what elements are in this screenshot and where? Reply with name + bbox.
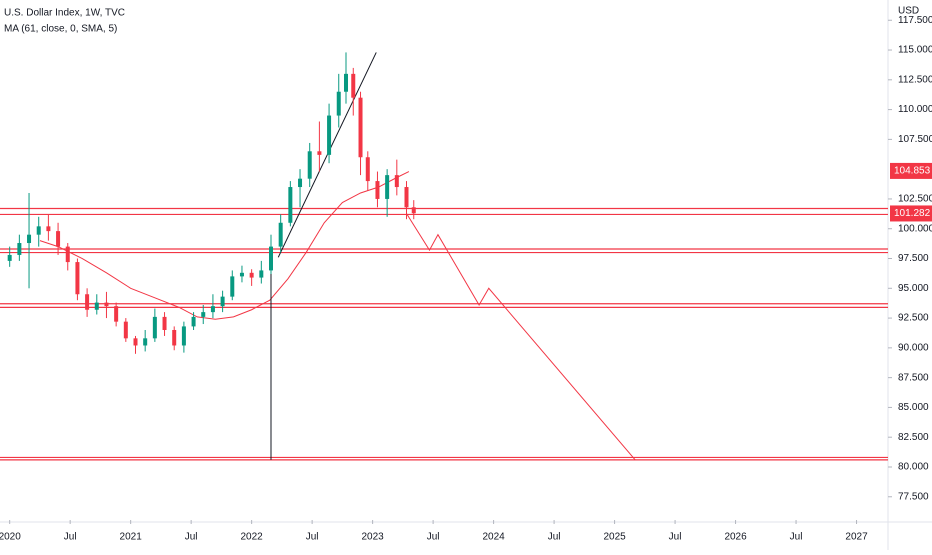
candle-body — [351, 73, 356, 98]
indicator-label: MA (61, close, 0, SMA, 5) — [4, 24, 117, 35]
candle-body — [365, 157, 370, 182]
candle-body — [307, 151, 312, 179]
candle-body — [201, 312, 206, 317]
x-tick-label: 2027 — [845, 532, 868, 543]
y-tick-label: 100.000 — [898, 223, 932, 234]
candle-body — [152, 316, 157, 339]
x-tick-label: Jul — [669, 532, 682, 543]
candle-body — [143, 338, 148, 346]
y-tick-label: 80.000 — [898, 462, 929, 473]
candle-body — [259, 270, 264, 278]
candle-body — [230, 276, 235, 297]
candle-body — [17, 243, 22, 255]
candle-body — [123, 321, 128, 339]
candle-body — [210, 306, 215, 313]
x-tick-label: 2020 — [0, 532, 21, 543]
price-label: 101.282 — [894, 208, 931, 219]
x-tick-label: Jul — [427, 532, 440, 543]
y-tick-label: 87.500 — [898, 372, 929, 383]
y-tick-label: 95.000 — [898, 283, 929, 294]
x-tick-label: 2024 — [482, 532, 505, 543]
y-tick-label: 97.500 — [898, 253, 929, 264]
currency: USD — [898, 6, 919, 17]
candle-body — [220, 296, 225, 307]
y-tick-label: 117.500 — [898, 15, 932, 26]
candle-body — [327, 115, 332, 155]
candle-body — [394, 175, 399, 188]
candle-body — [375, 181, 380, 199]
candle-body — [114, 306, 119, 322]
candle-body — [65, 246, 70, 263]
y-tick-label: 102.500 — [898, 194, 932, 205]
x-tick-label: Jul — [790, 532, 803, 543]
y-tick-label: 85.000 — [898, 402, 929, 413]
y-tick-label: 82.500 — [898, 432, 929, 443]
candle-body — [94, 302, 99, 310]
candle-body — [358, 97, 363, 158]
x-tick-label: Jul — [185, 532, 198, 543]
x-tick-label: 2023 — [361, 532, 384, 543]
candle-body — [56, 231, 61, 247]
candle-body — [36, 226, 41, 235]
x-tick-label: 2025 — [603, 532, 626, 543]
y-tick-label: 112.500 — [898, 74, 932, 85]
candle-body — [162, 316, 167, 330]
candle-body — [298, 178, 303, 188]
x-tick-label: Jul — [64, 532, 77, 543]
candle-body — [85, 294, 90, 310]
moving-average — [39, 171, 410, 320]
candle-body — [172, 329, 177, 346]
candle-body — [385, 175, 390, 199]
x-tick-label: Jul — [548, 532, 561, 543]
candle-body — [249, 272, 254, 278]
price-label-box — [890, 205, 932, 222]
candle-body — [336, 91, 341, 116]
candle-body — [104, 302, 109, 307]
candle-body — [7, 254, 12, 261]
candle-body — [27, 234, 32, 244]
candle-body — [239, 272, 244, 277]
candle-body — [75, 262, 80, 295]
y-tick-label: 92.500 — [898, 313, 929, 324]
price-label-box — [890, 162, 932, 179]
chart-title: U.S. Dollar Index, 1W, TVC — [4, 8, 125, 19]
candle-body — [191, 316, 196, 327]
y-tick-label: 110.000 — [898, 104, 932, 115]
x-tick-label: 2022 — [241, 532, 264, 543]
candle-body — [133, 338, 138, 346]
x-tick-label: Jul — [306, 532, 319, 543]
candle-body — [46, 226, 51, 232]
candle-body — [288, 187, 293, 223]
candle-body — [278, 222, 283, 247]
candle-body — [344, 73, 349, 92]
x-tick-label: 2021 — [120, 532, 143, 543]
candle-body — [411, 207, 416, 214]
y-tick-label: 90.000 — [898, 342, 929, 353]
candle-body — [404, 187, 409, 208]
candle-body — [268, 246, 273, 271]
candle-body — [317, 151, 322, 155]
y-tick-label: 115.000 — [898, 45, 932, 56]
price-label: 104.853 — [894, 166, 931, 177]
y-tick-label: 77.500 — [898, 491, 929, 502]
projection-path — [406, 213, 636, 461]
x-tick-label: 2026 — [724, 532, 747, 543]
candle-body — [181, 326, 186, 346]
y-tick-label: 107.500 — [898, 134, 932, 145]
